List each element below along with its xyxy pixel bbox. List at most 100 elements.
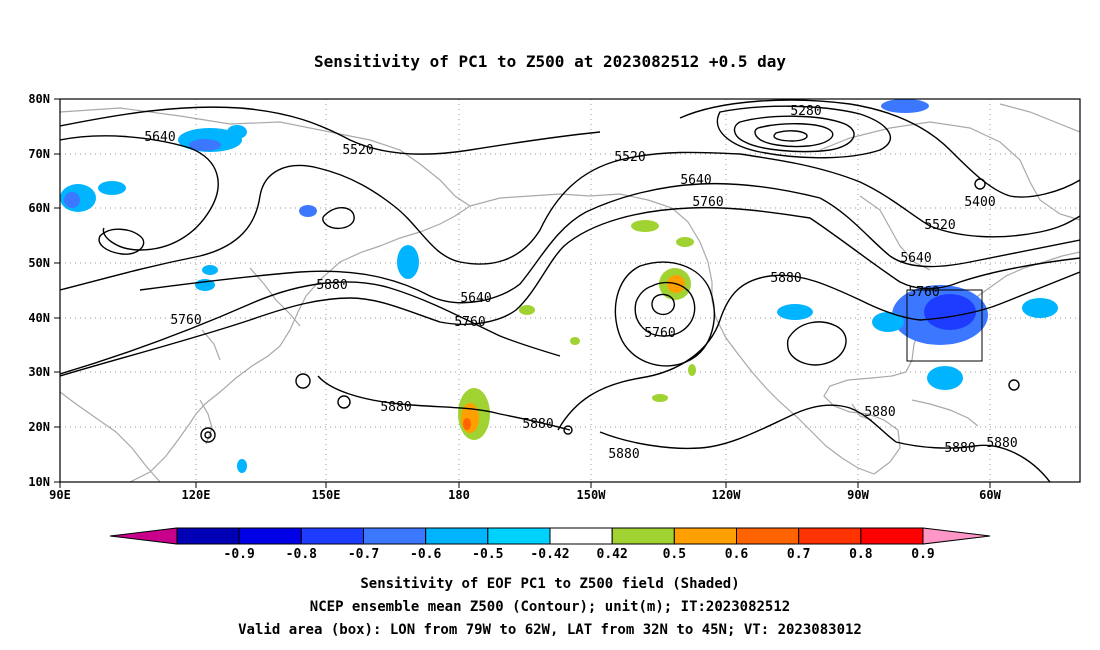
north-america-east-coast <box>823 251 1080 475</box>
lat-tick-label: 50N <box>28 256 50 270</box>
contour-5280-outer <box>716 105 892 159</box>
contour-5760-main <box>60 206 811 377</box>
colorbar-box <box>549 527 613 545</box>
colorbar-label: 0.7 <box>787 547 810 562</box>
z500-contours <box>60 99 1080 482</box>
contour-label: 5880 <box>770 271 801 286</box>
contour-5760-asia <box>60 164 395 291</box>
korea-coast <box>201 329 221 361</box>
shade-negative-plains <box>777 304 813 320</box>
figure-title: Sensitivity of PC1 to Z500 at 2023082512… <box>314 52 786 71</box>
colorbar-label: 0.8 <box>849 547 873 562</box>
lat-tick-label: 70N <box>28 147 50 161</box>
lat-tick-label: 80N <box>28 92 50 106</box>
contour-label: 5760 <box>908 285 939 300</box>
greenland-coast <box>999 103 1080 133</box>
colorbar-box <box>611 527 675 545</box>
lat-tick-label: 40N <box>28 311 50 325</box>
colorbar-box <box>860 527 924 545</box>
shade-positive-np2 <box>570 337 580 345</box>
japan-coast <box>249 267 301 327</box>
contour-label: 5880 <box>864 405 895 420</box>
contour-5520-asia <box>60 106 601 155</box>
colorbar-label: -0.9 <box>224 547 255 562</box>
shade-negative-scs <box>237 459 247 473</box>
contour-5880-mexico <box>599 404 897 450</box>
shade-negative-atlantic <box>1022 298 1058 318</box>
colorbar-label: -0.5 <box>472 547 503 562</box>
colorbar-box <box>736 527 800 545</box>
shade-negative-westasia-core <box>64 192 80 208</box>
contour-label: 5280 <box>790 104 821 119</box>
contour-5280-inner <box>754 123 834 148</box>
contour-label: 5760 <box>644 326 675 341</box>
contour-5280-core <box>773 130 808 142</box>
shade-negative-arctic <box>881 99 929 113</box>
caption-line-3: Valid area (box): LON from 79W to 62W, L… <box>238 622 862 638</box>
contour-label: 5880 <box>522 417 553 432</box>
lon-tick-label: 180 <box>448 488 470 502</box>
contour-5640-main <box>139 182 821 304</box>
shade-positive-ep <box>652 394 668 402</box>
contour-5880-pacific <box>317 375 571 431</box>
contour-5280-mid <box>733 115 855 153</box>
contour-5760-na <box>809 217 1080 290</box>
alaska-coast <box>469 193 591 207</box>
indochina-coast <box>60 391 161 482</box>
captions: Sensitivity of EOF PC1 to Z500 field (Sh… <box>238 576 862 638</box>
contour-label: 5640 <box>680 173 711 188</box>
contour-label: 5880 <box>608 447 639 462</box>
lon-tick-label: 90W <box>847 488 869 502</box>
ticks <box>54 98 991 488</box>
contour-label: 5520 <box>924 218 955 233</box>
contour-label: 5760 <box>454 315 485 330</box>
colorbar-box <box>425 527 489 545</box>
shade-negative-eastus-core <box>924 294 976 330</box>
contour-small-3-inner <box>204 431 212 439</box>
shade-positive-np <box>519 305 535 315</box>
contour-label: 5520 <box>614 150 645 165</box>
shade-positive-pacific-max <box>463 418 471 430</box>
contour-5640-na <box>819 197 1080 268</box>
contour-label: 5400 <box>964 195 995 210</box>
contour-small-6 <box>563 425 573 435</box>
lon-tick-label: 150E <box>312 488 341 502</box>
colorbar-label: -0.8 <box>286 547 317 562</box>
contour-high-plains <box>786 321 847 366</box>
contour-label: 5880 <box>986 436 1017 451</box>
colorbar-box <box>176 527 240 545</box>
contour-5880-caribbean <box>895 441 1051 482</box>
contour-label: 5880 <box>380 400 411 415</box>
contour-small-2 <box>337 395 351 409</box>
sensitivity-shading <box>60 99 1058 473</box>
lat-tick-label: 10N <box>28 475 50 489</box>
colorbar: -0.9 -0.8 -0.7 -0.6 -0.5 -0.42 0.42 0.5 0.6 0.7 0.… <box>109 527 991 562</box>
colorbar-box <box>673 527 737 545</box>
shade-negative-manchuria <box>202 265 218 275</box>
colorbar-label: -0.42 <box>530 547 569 562</box>
colorbar-arrow-low <box>109 527 178 545</box>
shade-negative-westasia-2 <box>98 181 126 195</box>
contour-label: 5760 <box>692 195 723 210</box>
asia-east-coast <box>60 107 472 482</box>
colorbar-arrow-high <box>922 527 991 545</box>
shade-negative-eastus-west <box>872 312 904 332</box>
contour-small-4 <box>974 178 986 190</box>
valid-area-box <box>906 289 983 362</box>
shade-positive-gulf-alaska <box>631 220 659 232</box>
contour-5520-pacific <box>393 151 741 265</box>
contour-5520-na <box>739 153 1080 238</box>
hudson-bay-coast <box>859 195 931 271</box>
contour-5400 <box>679 99 1080 198</box>
shade-negative-siberia-core <box>189 139 221 151</box>
map-frame <box>59 98 1081 483</box>
shade-positive-pacific-core <box>461 403 479 433</box>
contour-label: 5640 <box>900 251 931 266</box>
contour-5820-low-inner <box>634 281 696 337</box>
contour-closed-okhotsk <box>322 207 355 230</box>
contour-5880-na <box>557 274 921 431</box>
shade-negative-southeast <box>927 366 963 390</box>
lon-tick-label: 90E <box>49 488 71 502</box>
contour-small-1 <box>295 373 311 389</box>
